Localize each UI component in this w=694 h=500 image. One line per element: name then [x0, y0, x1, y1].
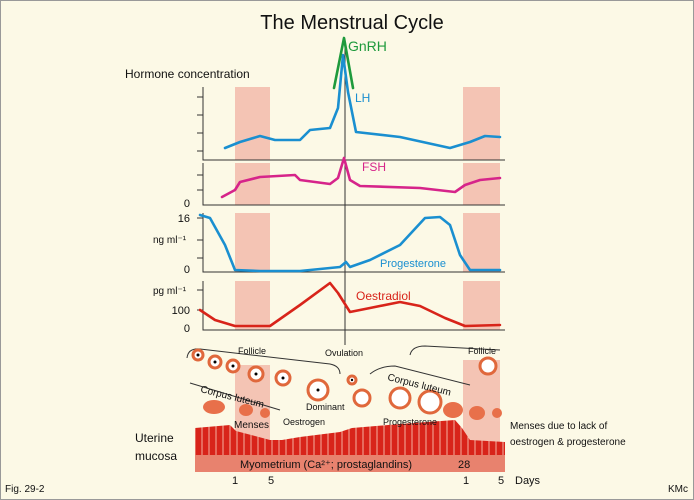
day-end-label: 28 — [458, 459, 470, 471]
follicle-label: Follicle — [468, 346, 496, 356]
title: The Menstrual Cycle — [260, 12, 443, 34]
oestradiol-label: Oestradiol — [356, 289, 411, 303]
myometrium — [195, 455, 505, 472]
gnrh-curve — [332, 36, 355, 90]
uterine-label: Uterine — [135, 431, 174, 445]
day-tick: 5 — [498, 475, 504, 487]
figure-number: Fig. 29-2 — [5, 484, 45, 495]
uterine-mucosa — [195, 420, 505, 455]
progesterone-label: Progesterone — [380, 258, 446, 270]
dominant-label: Dominant — [306, 402, 345, 412]
unit-label: pg ml⁻¹ — [153, 286, 187, 297]
myometrium-label: Myometrium (Ca²⁺; prostaglandins) — [240, 459, 412, 471]
oestrogen-label: Oestrogen — [283, 417, 325, 427]
progesterone-curve — [198, 213, 502, 273]
menses-note: Menses due to lack of — [510, 421, 607, 432]
day-tick: 1 — [232, 475, 238, 487]
unit-label: ng ml⁻¹ — [153, 235, 187, 246]
tick-label: 0 — [184, 198, 190, 210]
uterine-label: mucosa — [135, 449, 177, 463]
oestradiol-curve — [198, 281, 502, 328]
lh-curve — [223, 53, 502, 150]
days-label: Days — [515, 475, 541, 487]
progesterone-text: Progesterone — [383, 417, 437, 427]
tick-label: 0 — [184, 323, 190, 335]
credit: KMc — [668, 484, 688, 495]
day-tick: 5 — [268, 475, 274, 487]
menses-note: oestrogen & progesterone — [510, 437, 626, 448]
menses-label: Menses — [234, 420, 269, 431]
ovulation-label: Ovulation — [325, 348, 363, 358]
tick-label: 16 — [178, 213, 190, 225]
fsh-label: FSH — [362, 160, 386, 174]
day-tick: 1 — [463, 475, 469, 487]
ovary — [186, 345, 502, 420]
tick-label: 100 — [172, 305, 190, 317]
axes — [197, 45, 505, 345]
follicle-label: Follicle — [238, 346, 266, 356]
gnrh-label: GnRH — [348, 38, 387, 54]
tick-label: 0 — [184, 264, 190, 276]
lh-label: LH — [355, 91, 370, 105]
fsh-curve — [220, 156, 502, 199]
y-title: Hormone concentration — [125, 67, 250, 81]
